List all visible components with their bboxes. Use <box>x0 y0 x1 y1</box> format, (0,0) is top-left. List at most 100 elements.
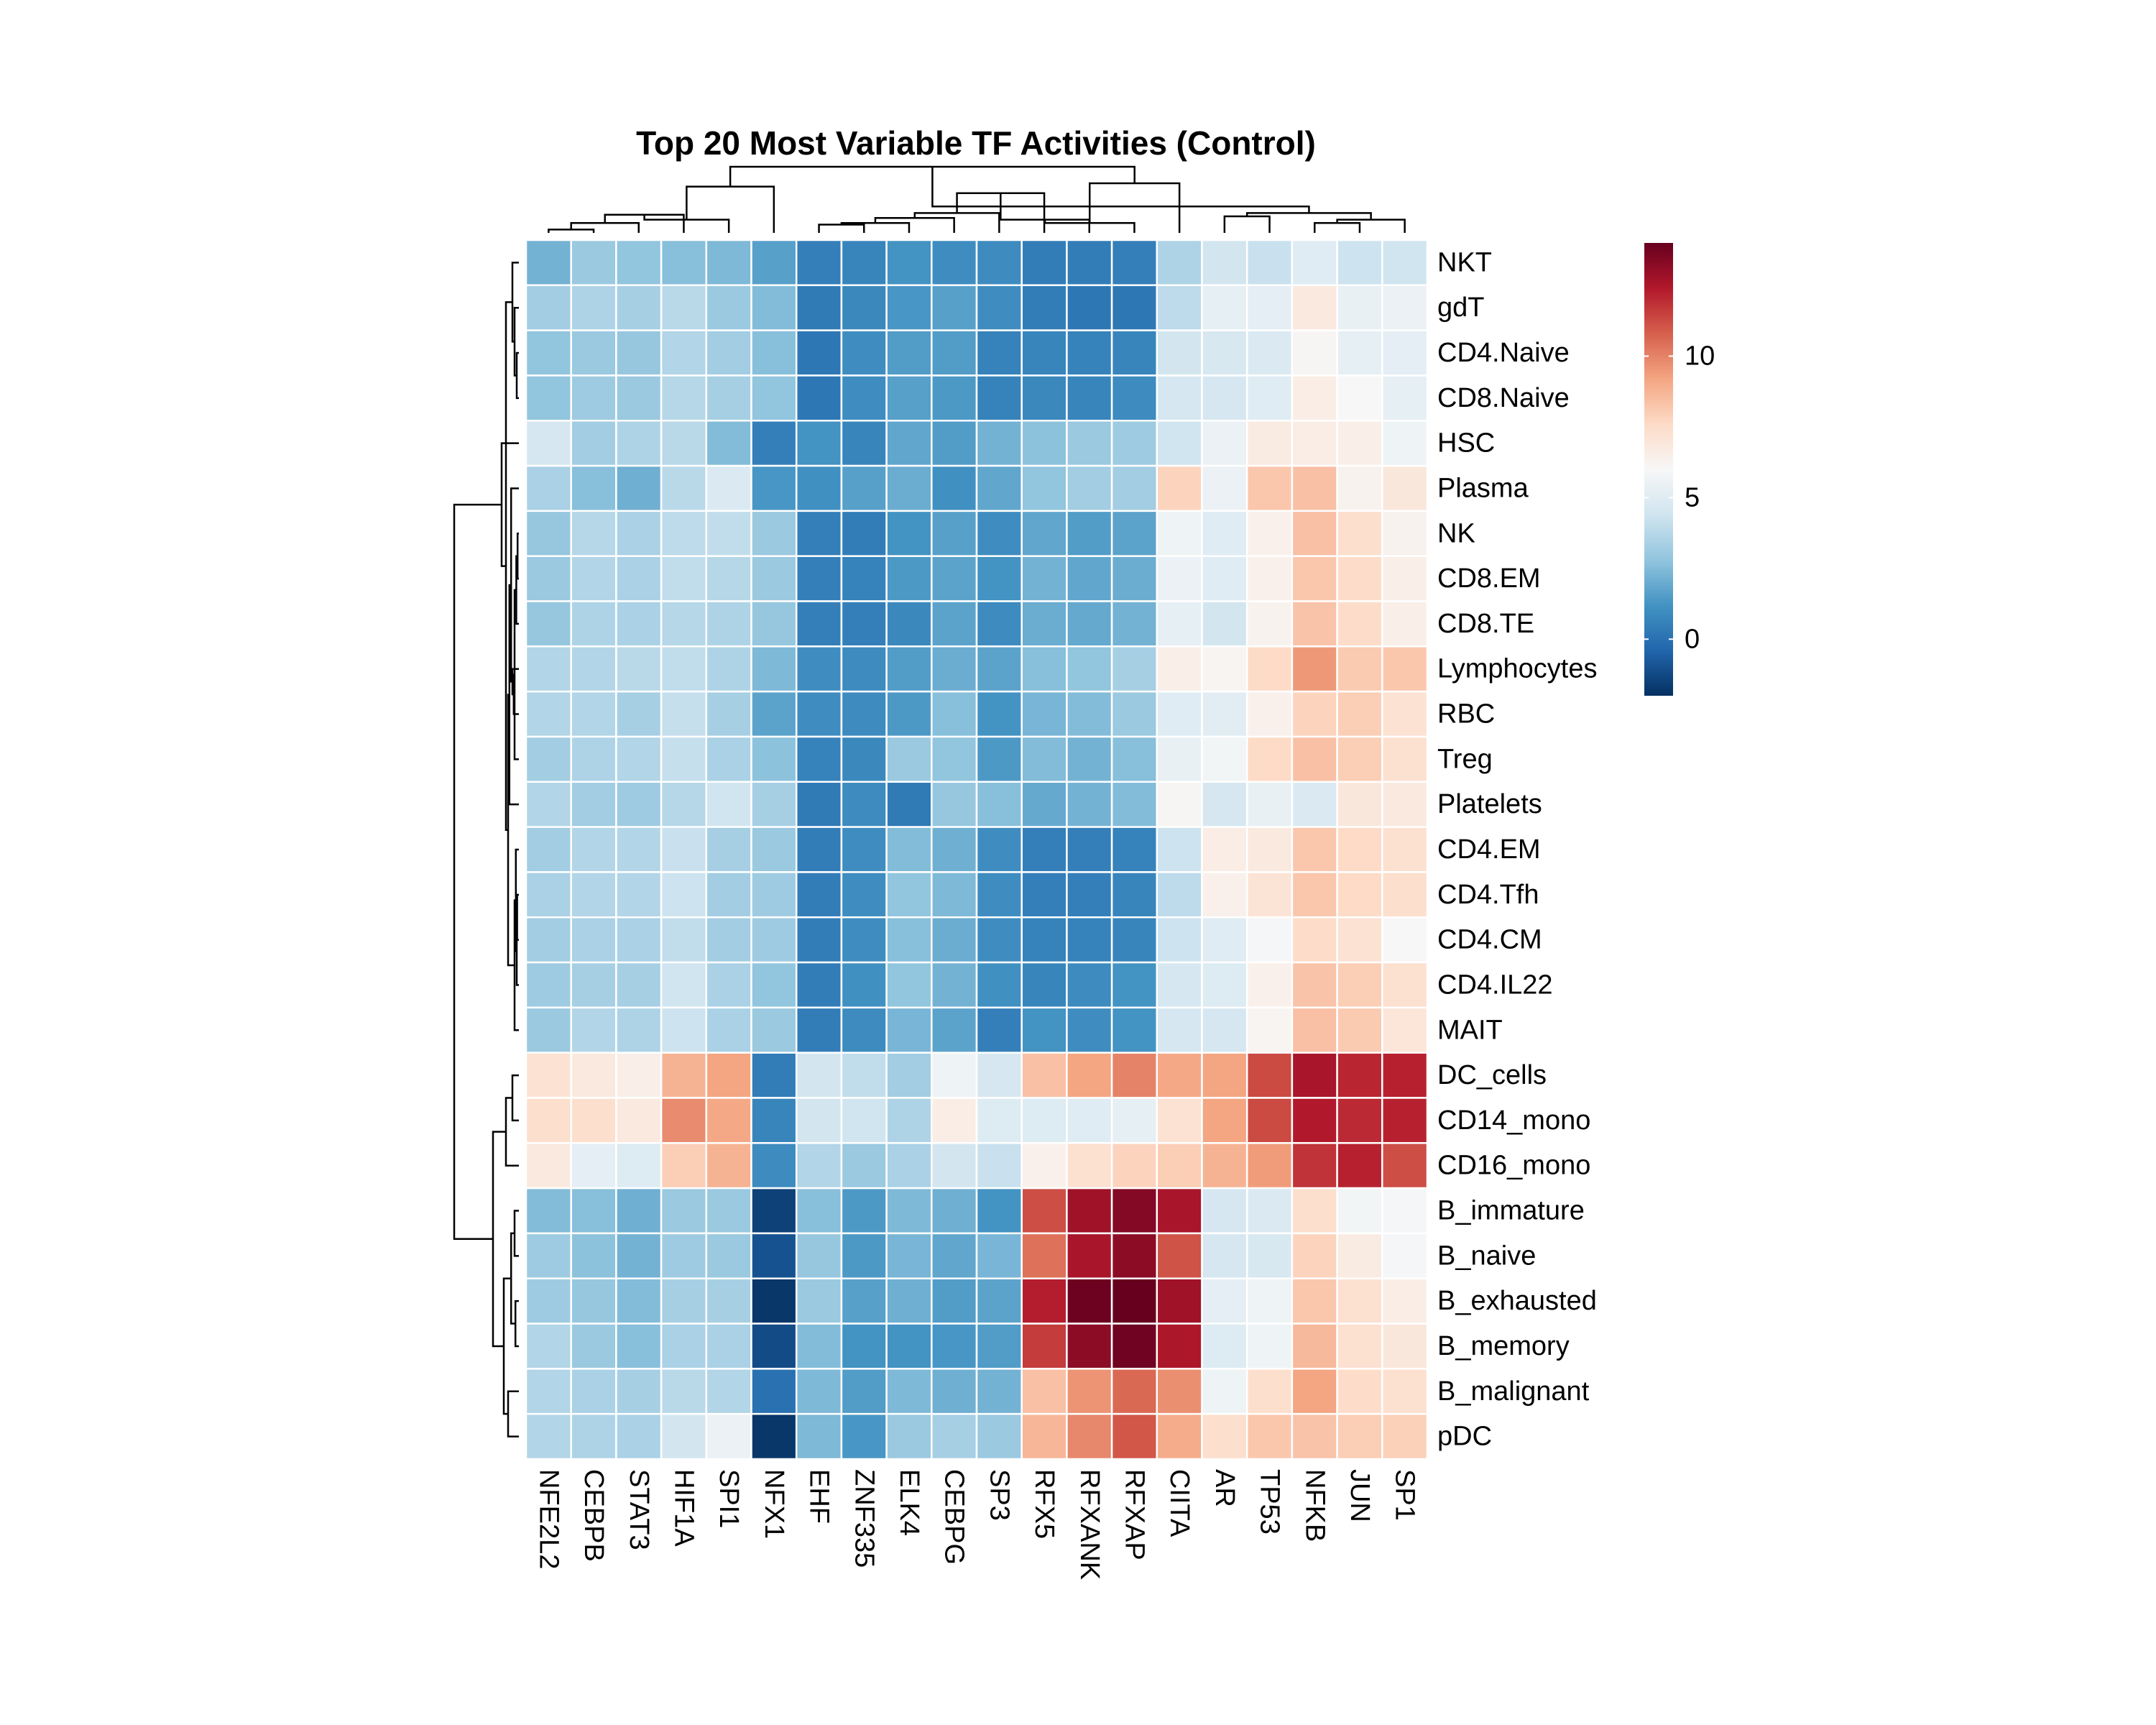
heatmap-cell-NKT-ELK4 <box>885 239 933 287</box>
heatmap-cell-CD4.IL22-RFX5 <box>1021 961 1068 1009</box>
heatmap-cell-B_exhausted-SP3 <box>975 1277 1023 1325</box>
row-label: B_exhausted <box>1437 1286 1597 1316</box>
heatmap-cell-CD8.EM-RFX5 <box>1021 555 1068 602</box>
heatmap-cell-CD4.CM-ELK4 <box>885 916 933 964</box>
heatmap-cell-DC_cells-EHF <box>795 1052 843 1099</box>
heatmap-cell-NK-STAT3 <box>615 510 663 557</box>
row-label: B_malignant <box>1437 1376 1590 1407</box>
heatmap-cell-B_malignant-ZNF335 <box>840 1368 888 1415</box>
heatmap-cell-B_malignant-CEBPG <box>931 1368 978 1415</box>
heatmap-cell-B_immature-JUN <box>1336 1187 1383 1235</box>
heatmap-cell-CD8.Naive-SP3 <box>975 374 1023 422</box>
heatmap-cell-CD16_mono-RFXANK <box>1066 1142 1113 1190</box>
heatmap-cell-B_malignant-CEBPB <box>570 1368 617 1415</box>
column-dendrogram-link <box>818 224 865 233</box>
heatmap-cell-CD4.IL22-ELK4 <box>885 961 933 1009</box>
heatmap-cell-Plasma-RFXANK <box>1066 464 1113 512</box>
heatmap-cell-B_naive-ZNF335 <box>840 1232 888 1279</box>
heatmap-cell-pDC-SP1 <box>1381 1412 1429 1460</box>
heatmap-cell-CD8.TE-RFXANK <box>1066 600 1113 648</box>
heatmap-cell-B_immature-CIITA <box>1156 1187 1203 1235</box>
row-label: CD4.Tfh <box>1437 880 1539 910</box>
heatmap-cell-MAIT-EHF <box>795 1006 843 1054</box>
heatmap-cell-CD16_mono-SP3 <box>975 1142 1023 1190</box>
heatmap-cell-CD8.EM-AR <box>1201 555 1248 602</box>
column-dendrogram-link <box>686 185 775 233</box>
row-dendrogram-link <box>453 503 502 1241</box>
heatmap-cell-Platelets-CIITA <box>1156 781 1203 828</box>
heatmap-cell-Lymphocytes-HIF1A <box>660 645 708 693</box>
heatmap-cell-CD8.Naive-NFKB <box>1291 374 1338 422</box>
heatmap-cell-B_memory-ZNF335 <box>840 1322 888 1370</box>
heatmap-cell-B_naive-EHF <box>795 1232 843 1279</box>
heatmap-cell-B_immature-ELK4 <box>885 1187 933 1235</box>
column-label: RFXAP <box>1119 1469 1149 1560</box>
heatmap-cell-DC_cells-ELK4 <box>885 1052 933 1099</box>
heatmap-cell-CD8.EM-SP3 <box>975 555 1023 602</box>
column-label: HIF1A <box>668 1469 699 1547</box>
heatmap-cell-CD4.EM-AR <box>1201 826 1248 873</box>
heatmap-cell-CD14_mono-RFXANK <box>1066 1097 1113 1144</box>
heatmap-cell-Platelets-SP3 <box>975 781 1023 828</box>
heatmap-cell-CD4.IL22-NFX1 <box>750 961 798 1009</box>
heatmap-cell-MAIT-CIITA <box>1156 1006 1203 1054</box>
heatmap-cell-DC_cells-RFX5 <box>1021 1052 1068 1099</box>
heatmap-cell-Plasma-CEBPB <box>570 464 617 512</box>
heatmap-cell-gdT-NFE2L2 <box>525 284 572 331</box>
heatmap-cell-CD8.EM-SPI1 <box>705 555 752 602</box>
heatmap-cell-RBC-CEBPG <box>931 690 978 738</box>
heatmap-cell-CD4.EM-NFX1 <box>750 826 798 873</box>
heatmap-cell-Plasma-NFKB <box>1291 464 1338 512</box>
heatmap-cell-CD8.EM-NFE2L2 <box>525 555 572 602</box>
heatmap-cell-CD4.Tfh-RFXANK <box>1066 871 1113 919</box>
heatmap-cell-NK-JUN <box>1336 510 1383 557</box>
heatmap-cell-B_immature-TP53 <box>1245 1187 1294 1235</box>
heatmap-cell-B_malignant-RFXANK <box>1066 1368 1113 1415</box>
heatmap-cell-B_immature-EHF <box>795 1187 843 1235</box>
heatmap-cell-Platelets-JUN <box>1336 781 1383 828</box>
column-label: TP53 <box>1255 1469 1285 1535</box>
heatmap-cell-DC_cells-NFKB <box>1291 1052 1338 1099</box>
row-label: CD4.Naive <box>1437 338 1570 368</box>
heatmap-cell-CD4.Tfh-RFXAP <box>1110 871 1158 919</box>
heatmap-cell-CD14_mono-STAT3 <box>615 1097 663 1144</box>
heatmap-cell-CD4.IL22-TP53 <box>1245 961 1294 1009</box>
column-label: SP1 <box>1390 1469 1420 1521</box>
heatmap-cell-HSC-JUN <box>1336 420 1383 467</box>
heatmap-cell-CD4.CM-SP1 <box>1381 916 1429 964</box>
heatmap-cell-B_malignant-NFKB <box>1291 1368 1338 1415</box>
column-label: RFX5 <box>1029 1469 1059 1539</box>
column-label: CEBPG <box>939 1469 969 1565</box>
heatmap-cell-DC_cells-ZNF335 <box>840 1052 888 1099</box>
heatmap-cell-CD4.EM-CEBPG <box>931 826 978 873</box>
heatmap-cell-B_immature-NFKB <box>1291 1187 1338 1235</box>
heatmap-cell-B_memory-SPI1 <box>705 1322 752 1370</box>
heatmap-cell-CD4.CM-NFX1 <box>750 916 798 964</box>
heatmap-cell-CD4.CM-AR <box>1201 916 1248 964</box>
heatmap-cell-Plasma-STAT3 <box>615 464 663 512</box>
heatmap-cell-CD4.IL22-EHF <box>795 961 843 1009</box>
heatmap-cell-CD4.IL22-HIF1A <box>660 961 708 1009</box>
heatmap-cell-B_exhausted-TP53 <box>1245 1277 1294 1325</box>
heatmap-cell-CD14_mono-SPI1 <box>705 1097 752 1144</box>
heatmap-cell-RBC-NFKB <box>1291 690 1338 738</box>
heatmap-cell-CD4.Tfh-STAT3 <box>615 871 663 919</box>
heatmap-cell-B_memory-NFKB <box>1291 1322 1338 1370</box>
heatmap-cell-CD4.Naive-ZNF335 <box>840 329 888 377</box>
heatmap-cell-HSC-CEBPG <box>931 420 978 467</box>
heatmap-cell-HSC-RFX5 <box>1021 420 1068 467</box>
heatmap-cell-DC_cells-STAT3 <box>615 1052 663 1099</box>
heatmap-cell-HSC-NFE2L2 <box>525 420 572 467</box>
heatmap-cell-pDC-SPI1 <box>705 1412 752 1460</box>
row-label: HSC <box>1437 428 1495 459</box>
row-labels: NKT gdT CD4.Naive CD8.Naive HSC Plasma NK CD8.E… <box>1437 247 1597 1451</box>
heatmap-cell-pDC-ZNF335 <box>840 1412 888 1460</box>
column-label: SP3 <box>984 1469 1014 1521</box>
heatmap-cell-Lymphocytes-CIITA <box>1156 645 1203 693</box>
heatmap-cell-CD8.TE-TP53 <box>1245 600 1294 648</box>
heatmap-cell-CD16_mono-AR <box>1201 1142 1248 1190</box>
heatmap-cell-CD4.EM-RFXANK <box>1066 826 1113 873</box>
heatmap-cell-CD4.Naive-EHF <box>795 329 843 377</box>
color-legend: 0 5 10 <box>1644 243 1715 696</box>
heatmap-cell-Platelets-ZNF335 <box>840 781 888 828</box>
